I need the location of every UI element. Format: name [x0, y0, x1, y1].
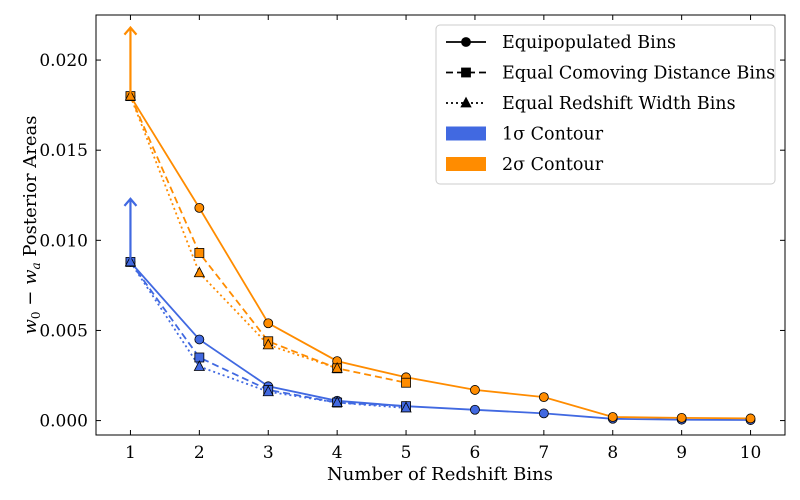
series-line-contour2-equal_comoving	[129, 95, 407, 384]
point-contour2-equipopulated-8	[607, 412, 618, 422]
point-contour2-equal_redshift-2	[193, 266, 206, 278]
legend-label-3: 1σ Contour	[502, 125, 604, 145]
legend-patch-4	[446, 157, 486, 171]
point-contour1-equal_redshift-3	[262, 385, 274, 397]
x-tick-label-9: 9	[676, 443, 687, 463]
point-contour2-equal_redshift-3	[262, 338, 274, 350]
legend-entry-1: Equal Comoving Distance Bins	[446, 64, 775, 84]
legend-label-0: Equipopulated Bins	[502, 33, 676, 53]
point-contour2-equal_comoving-2	[194, 248, 205, 258]
y-axis-label: w0 − wa Posterior Areas	[20, 116, 43, 335]
arrow-contour2	[123, 25, 138, 97]
point-contour1-equal_redshift-5	[400, 401, 412, 413]
x-tick-label-2: 2	[194, 443, 205, 463]
arrow-head-contour2	[123, 25, 138, 36]
legend-box	[435, 24, 776, 185]
point-contour1-equipopulated-7	[538, 408, 549, 419]
arrow-head-contour1	[123, 197, 138, 207]
axis-ticks: 1 2 3 4 5 6 7 8 9 10 0.000 0.005 0.010 0.015 0.020	[39, 15, 785, 463]
y-tick-label-4: 0.020	[39, 51, 88, 71]
legend-label-2: Equal Redshift Width Bins	[502, 94, 736, 114]
arrow-contour1	[123, 197, 138, 262]
point-contour1-equipopulated-6	[470, 404, 480, 415]
point-contour1-equipopulated-2	[194, 334, 205, 345]
legend-entry-3: 1σ Contour	[446, 125, 604, 145]
point-contour2-equipopulated-7	[538, 392, 549, 403]
series-line-contour2-equal_redshift	[129, 95, 338, 370]
point-contour2-equipopulated-10	[745, 413, 756, 424]
point-contour2-equipopulated-2	[194, 202, 205, 213]
plot-area	[123, 25, 756, 425]
legend: Equipopulated Bins Equal Comoving Distanc…	[435, 24, 776, 185]
x-axis-label: Number of Redshift Bins	[327, 464, 553, 485]
x-tick-label-3: 3	[263, 443, 274, 463]
y-tick-label-3: 0.015	[39, 141, 88, 161]
y-tick-label-2: 0.010	[39, 231, 88, 251]
point-contour1-equal_redshift-4	[331, 396, 343, 407]
point-contour2-equal_comoving-5	[401, 377, 411, 388]
x-tick-label-10: 10	[740, 443, 762, 463]
legend-label-4: 2σ Contour	[502, 155, 604, 175]
legend-entry-0: Equipopulated Bins	[446, 33, 676, 53]
x-tick-label-7: 7	[538, 443, 549, 463]
legend-marker-0	[461, 37, 471, 47]
series-line-contour2-equipopulated	[129, 95, 751, 420]
legend-marker-1	[461, 67, 471, 78]
x-tick-label-4: 4	[332, 443, 343, 463]
legend-entry-4: 2σ Contour	[446, 155, 604, 175]
point-contour2-equipopulated-6	[470, 385, 480, 395]
point-contour2-equipopulated-3	[263, 318, 274, 329]
point-contour2-equipopulated-9	[676, 412, 687, 423]
legend-patch-3	[446, 126, 486, 141]
series-line-contour1-equipopulated	[129, 261, 751, 421]
x-tick-label-6: 6	[470, 443, 481, 463]
x-tick-label-8: 8	[607, 443, 618, 463]
plot-frame	[95, 14, 786, 436]
legend-marker-2	[460, 96, 472, 108]
point-contour2-equal_redshift-4	[331, 361, 343, 373]
x-tick-label-1: 1	[125, 443, 136, 463]
point-contour1-equal_redshift-2	[193, 360, 206, 371]
legend-label-1: Equal Comoving Distance Bins	[502, 64, 775, 84]
series-line-contour1-equal_redshift	[129, 261, 407, 409]
legend-entry-2: Equal Redshift Width Bins	[446, 94, 736, 114]
x-tick-label-5: 5	[401, 443, 412, 463]
y-tick-label-1: 0.005	[39, 321, 88, 341]
y-tick-label-0: 0.000	[39, 412, 88, 432]
